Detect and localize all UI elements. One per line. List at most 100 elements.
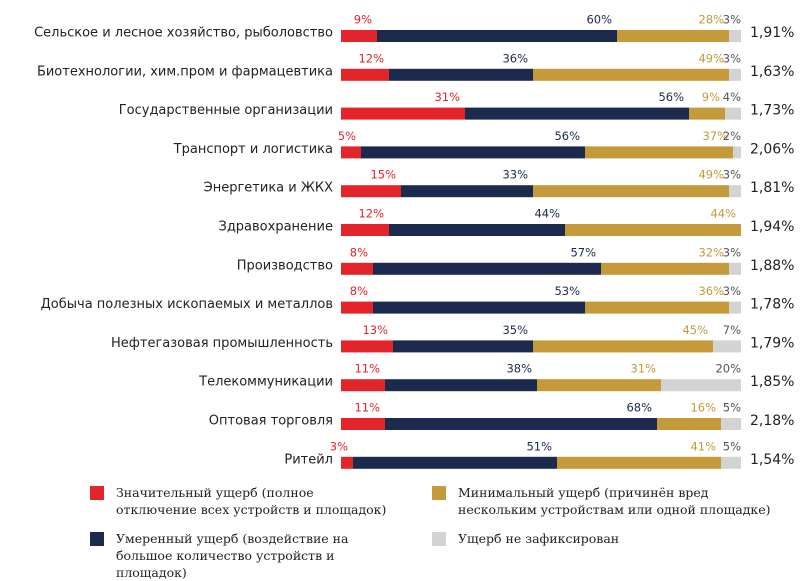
value-label: 60%: [586, 13, 612, 27]
category-label: Производство: [237, 258, 333, 273]
value-label: 28%: [698, 13, 724, 27]
bar-segment: [373, 262, 601, 275]
bar-segment: [689, 107, 725, 120]
bar-segment: [657, 418, 721, 430]
bar-segment: [729, 185, 741, 198]
category-label: Государственные организации: [119, 103, 333, 118]
legend-swatch: [90, 532, 104, 546]
bar-segment: [729, 68, 741, 81]
bar-segment: [601, 262, 729, 275]
bar-segment: [533, 68, 729, 81]
legend-label: Умеренный ущерб (воздействие на большое …: [116, 531, 349, 580]
value-label: 3%: [723, 245, 741, 259]
bar-segment: [341, 146, 361, 159]
side-label: 1,63%: [750, 64, 794, 80]
value-label: 49%: [698, 51, 724, 65]
value-label: 33%: [502, 168, 528, 182]
side-label: 1,88%: [750, 258, 794, 274]
value-label: 4%: [723, 90, 741, 104]
value-label: 5%: [723, 401, 741, 415]
bar-segment: [617, 30, 729, 42]
value-label: 44%: [710, 207, 736, 221]
bar-segment: [385, 418, 657, 430]
legend-swatch: [432, 486, 446, 500]
value-label: 12%: [358, 51, 384, 65]
value-label: 32%: [698, 245, 724, 259]
value-label: 56%: [554, 129, 580, 143]
bar-segment: [729, 30, 741, 42]
side-label: 1,94%: [750, 219, 794, 235]
side-label: 1,54%: [750, 452, 794, 468]
bar-segment: [341, 340, 393, 353]
bar-segment: [465, 107, 689, 120]
legend-item: Значительный ущерб (полное отключение вс…: [90, 484, 390, 518]
category-label: Биотехнологии, хим.пром и фармацевтика: [37, 64, 333, 79]
value-label: 15%: [370, 168, 396, 182]
value-label: 51%: [526, 439, 552, 453]
value-label: 2%: [723, 129, 741, 143]
category-label: Транспорт и логистика: [173, 142, 333, 157]
value-label: 12%: [358, 207, 384, 221]
value-label: 35%: [502, 323, 528, 337]
bar-segment: [389, 224, 565, 236]
value-label: 11%: [354, 401, 380, 415]
legend-item: Ущерб не зафиксирован: [432, 530, 782, 547]
value-label: 3%: [330, 439, 348, 453]
bar-segment: [585, 146, 733, 159]
bar-segment: [341, 301, 373, 314]
legend: Значительный ущерб (полное отключение вс…: [0, 478, 800, 580]
bar-segment: [533, 185, 729, 198]
side-label: 1,78%: [750, 297, 794, 313]
bar-segment: [341, 262, 373, 275]
chart: Сельское и лесное хозяйство, рыболовство…: [34, 13, 794, 469]
value-label: 3%: [723, 284, 741, 298]
bar-segment: [565, 224, 741, 236]
side-label: 2,18%: [750, 413, 794, 429]
value-label: 56%: [658, 90, 684, 104]
category-label: Сельское и лесное хозяйство, рыболовство: [34, 26, 333, 41]
side-label: 2,06%: [750, 141, 794, 157]
category-label: Энергетика и ЖКХ: [204, 181, 333, 196]
bar-segment: [393, 340, 533, 353]
bar-segment: [533, 340, 713, 353]
bar-segment: [341, 185, 401, 198]
value-label: 3%: [723, 168, 741, 182]
bar-segment: [341, 30, 377, 42]
legend-item: Умеренный ущерб (воздействие на большое …: [90, 530, 390, 581]
legend-label: Значительный ущерб (полное отключение вс…: [116, 485, 387, 517]
bar-segment: [341, 418, 385, 430]
bar-segment: [729, 262, 741, 275]
value-label: 45%: [682, 323, 708, 337]
side-label: 1,79%: [750, 335, 794, 351]
bar-segment: [725, 107, 741, 120]
value-label: 44%: [534, 207, 560, 221]
value-label: 68%: [626, 401, 652, 415]
bar-segment: [361, 146, 585, 159]
side-label: 1,73%: [750, 103, 794, 119]
bar-segment: [353, 456, 557, 469]
bar-segment: [713, 340, 741, 353]
value-label: 53%: [554, 284, 580, 298]
bar-segment: [729, 301, 741, 314]
value-label: 9%: [702, 90, 720, 104]
bar-segment: [733, 146, 741, 159]
bar-segment: [537, 379, 661, 392]
bar-segment: [341, 107, 465, 120]
legend-item: Минимальный ущерб (причинён вред несколь…: [432, 484, 782, 518]
value-label: 7%: [723, 323, 741, 337]
value-label: 38%: [506, 362, 532, 376]
legend-label: Минимальный ущерб (причинён вред несколь…: [458, 485, 771, 517]
category-label: Оптовая торговля: [209, 414, 333, 429]
value-label: 8%: [350, 284, 368, 298]
value-label: 3%: [723, 13, 741, 27]
bar-segment: [721, 456, 741, 469]
value-label: 5%: [723, 439, 741, 453]
value-label: 36%: [698, 284, 724, 298]
value-label: 13%: [362, 323, 388, 337]
bar-segment: [389, 68, 533, 81]
value-label: 16%: [690, 401, 716, 415]
bar-segment: [377, 30, 617, 42]
bar-segment: [661, 379, 741, 392]
value-label: 41%: [690, 439, 716, 453]
